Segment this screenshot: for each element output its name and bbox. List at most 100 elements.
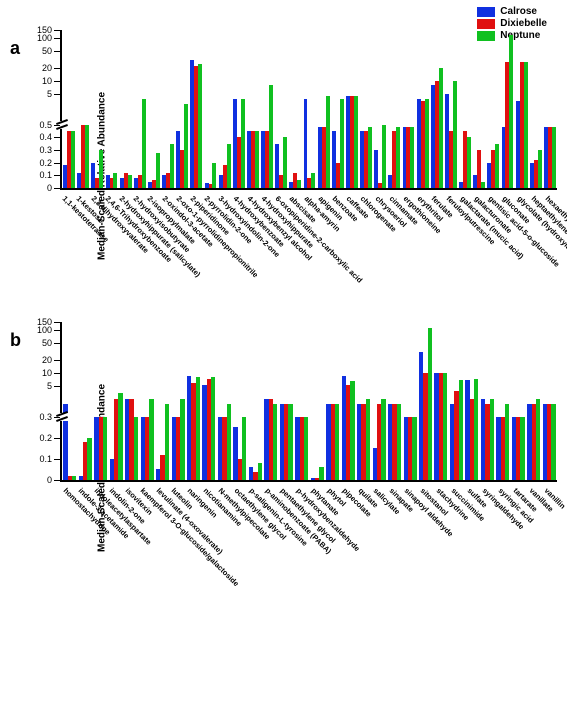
bar bbox=[283, 137, 287, 188]
bar bbox=[142, 125, 146, 188]
bar bbox=[304, 417, 308, 480]
bar bbox=[311, 173, 315, 188]
bar bbox=[149, 417, 153, 480]
bar bbox=[71, 131, 75, 188]
bar bbox=[288, 404, 292, 417]
bar bbox=[490, 399, 494, 416]
bar bbox=[428, 417, 432, 480]
bar bbox=[304, 99, 308, 125]
y-tick-label: 5 bbox=[47, 89, 62, 99]
bar bbox=[445, 94, 449, 124]
legend-label: Calrose bbox=[500, 6, 537, 17]
bar bbox=[350, 381, 354, 416]
bar bbox=[340, 125, 344, 188]
bar bbox=[297, 180, 301, 188]
y-tick-label: 0.3 bbox=[39, 412, 62, 422]
bar bbox=[453, 125, 457, 188]
bar bbox=[459, 417, 463, 480]
bar bbox=[227, 144, 231, 188]
bar bbox=[149, 399, 153, 416]
bar bbox=[258, 463, 262, 480]
bar bbox=[439, 125, 443, 188]
bar bbox=[381, 417, 385, 480]
y-tick-label: 0.2 bbox=[39, 158, 62, 168]
bar bbox=[439, 68, 443, 125]
panel-label-a: a bbox=[10, 38, 20, 59]
bar bbox=[255, 131, 259, 188]
bar bbox=[474, 417, 478, 480]
bar bbox=[165, 417, 169, 480]
bar bbox=[165, 404, 169, 417]
y-tick-label: 0.3 bbox=[39, 145, 62, 155]
panel-a: a Median-Scaled Relative Abundance 00.10… bbox=[60, 30, 557, 322]
legend-label: Dixiebelle bbox=[500, 18, 547, 29]
y-tick-label: 50 bbox=[42, 46, 62, 56]
bar bbox=[366, 417, 370, 480]
bar bbox=[538, 150, 542, 188]
bar bbox=[142, 99, 146, 125]
bar bbox=[368, 127, 372, 188]
bar bbox=[269, 125, 273, 188]
bar bbox=[443, 373, 447, 417]
bar bbox=[536, 417, 540, 480]
bar bbox=[326, 96, 330, 124]
bar bbox=[129, 399, 133, 416]
bar bbox=[241, 99, 245, 125]
bar bbox=[184, 125, 188, 188]
bar bbox=[63, 417, 67, 480]
y-tick-label: 150 bbox=[37, 25, 62, 35]
bar bbox=[184, 104, 188, 125]
bar bbox=[198, 125, 202, 188]
legend-swatch-dixiebelle bbox=[477, 19, 495, 29]
bar bbox=[459, 380, 463, 417]
bar bbox=[118, 393, 122, 417]
bar bbox=[99, 150, 103, 188]
bar bbox=[211, 377, 215, 416]
bar bbox=[551, 417, 555, 480]
bar bbox=[72, 476, 76, 480]
legend-item: Dixiebelle bbox=[477, 18, 547, 29]
bar bbox=[273, 404, 277, 417]
bar bbox=[335, 404, 339, 417]
bar bbox=[288, 417, 292, 480]
bar bbox=[443, 417, 447, 480]
bar bbox=[211, 417, 215, 480]
y-tick-label: 0.1 bbox=[39, 454, 62, 464]
bar bbox=[198, 64, 202, 125]
bar bbox=[524, 62, 528, 125]
bar bbox=[180, 399, 184, 416]
bar bbox=[410, 127, 414, 188]
bar bbox=[397, 404, 401, 417]
y-tick-label: 5 bbox=[47, 381, 62, 391]
plot-area-b: 00.10.20.35102050100150 bbox=[60, 322, 557, 482]
bar bbox=[233, 99, 237, 125]
bar bbox=[467, 137, 471, 188]
bar bbox=[134, 417, 138, 480]
bar bbox=[354, 125, 358, 188]
figure: Calrose Dixiebelle Neptune a Median-Scal… bbox=[0, 0, 567, 614]
bar bbox=[490, 417, 494, 480]
bar bbox=[509, 35, 513, 125]
bar bbox=[495, 144, 499, 188]
bar bbox=[170, 144, 174, 188]
bar bbox=[474, 379, 478, 417]
bar bbox=[113, 173, 117, 188]
bar bbox=[128, 175, 132, 188]
bar bbox=[319, 467, 323, 480]
bar bbox=[366, 399, 370, 416]
y-tick-label: 0.2 bbox=[39, 433, 62, 443]
y-tick-label: 0.4 bbox=[39, 132, 62, 142]
bar bbox=[382, 125, 386, 188]
bar bbox=[397, 417, 401, 480]
y-tick-label: 150 bbox=[37, 317, 62, 327]
y-tick-label: 0.1 bbox=[39, 170, 62, 180]
bar bbox=[326, 125, 330, 188]
bar bbox=[212, 163, 216, 188]
y-tick-label: 10 bbox=[42, 76, 62, 86]
y-tick-label: 10 bbox=[42, 368, 62, 378]
legend-swatch-calrose bbox=[477, 7, 495, 17]
y-tick-label: 20 bbox=[42, 63, 62, 73]
bar bbox=[156, 153, 160, 188]
bar bbox=[381, 399, 385, 416]
bar bbox=[103, 417, 107, 480]
